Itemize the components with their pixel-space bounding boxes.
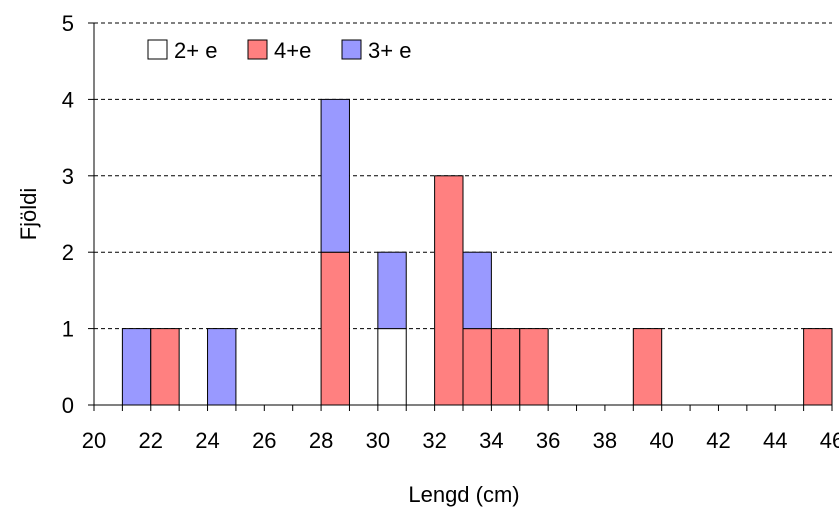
x-tick-label-36: 36 <box>536 428 560 453</box>
bars <box>121 98 833 406</box>
x-tick-label-26: 26 <box>252 428 276 453</box>
legend-swatch-1 <box>147 39 168 60</box>
x-tick-label-38: 38 <box>593 428 617 453</box>
bar-22-23-4e <box>150 328 180 406</box>
bar-21-22-3e <box>121 328 152 406</box>
bar-28-29-4e <box>320 251 350 406</box>
y-tick-label-2: 2 <box>62 240 74 265</box>
y-tick-label-4: 4 <box>62 87 74 112</box>
y-tick-label-5: 5 <box>62 11 74 36</box>
bar-32-33-4e <box>434 175 464 406</box>
bar-24-25-3e <box>207 328 237 406</box>
x-tick-label-22: 22 <box>139 428 163 453</box>
x-tick-label-40: 40 <box>649 428 673 453</box>
bar-45-46-4e <box>803 328 833 406</box>
y-tick-label-0: 0 <box>62 393 74 418</box>
legend-label-1: 2+ e <box>174 38 217 63</box>
x-tick-label-20: 20 <box>82 428 106 453</box>
legend-label-2: 4+e <box>274 38 311 63</box>
legend-swatch-3 <box>341 39 362 60</box>
bar-35-36-4e <box>519 328 549 406</box>
x-tick-label-34: 34 <box>479 428 503 453</box>
bar-33-34-4e <box>462 328 492 406</box>
x-tick-label-32: 32 <box>422 428 446 453</box>
x-tick-label-30: 30 <box>366 428 390 453</box>
bar-30-31-3e <box>377 251 407 330</box>
bar-28-29-3e <box>320 98 350 253</box>
bar-33-34-3e <box>462 251 492 330</box>
x-tick-label-46: 46 <box>820 428 839 453</box>
axes <box>88 22 833 411</box>
bar-39-40-4e <box>632 328 663 406</box>
x-tick-label-24: 24 <box>195 428 219 453</box>
x-tick-label-44: 44 <box>763 428 787 453</box>
x-axis-title: Lengd (cm) <box>408 482 519 507</box>
y-axis-title: Fjöldi <box>16 188 41 241</box>
y-tick-label-3: 3 <box>62 164 74 189</box>
legend-swatch-2 <box>247 39 268 60</box>
legend-label-3: 3+ e <box>368 38 411 63</box>
x-tick-label-28: 28 <box>309 428 333 453</box>
y-tick-label-1: 1 <box>62 317 74 342</box>
legend: 2+ e 4+e 3+ e <box>147 38 411 63</box>
bar-34-35-4e <box>490 328 521 406</box>
x-tick-label-42: 42 <box>706 428 730 453</box>
bar-30-31-2e <box>377 328 407 406</box>
